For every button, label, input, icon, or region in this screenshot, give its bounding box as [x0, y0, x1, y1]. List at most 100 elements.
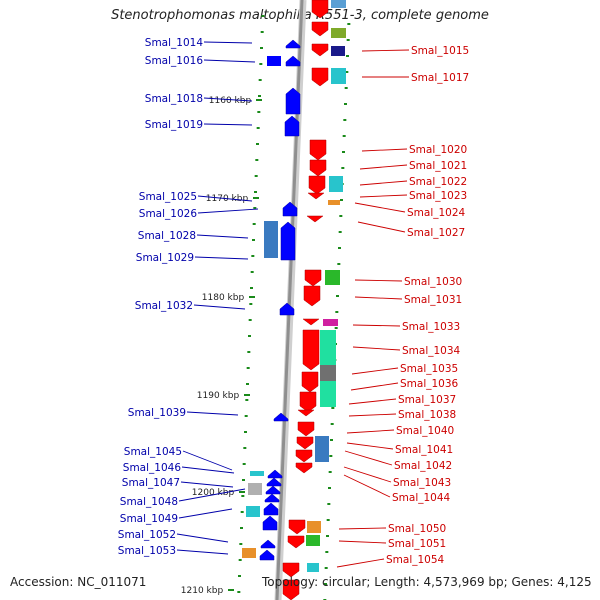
kbp-label: 1200 kbp	[192, 488, 235, 498]
feature-box	[325, 270, 340, 285]
reverse-gene-arrow	[260, 539, 276, 549]
forward-gene-arrow	[299, 391, 317, 413]
forward-gene-arrow	[311, 67, 329, 87]
feature-box	[307, 563, 319, 572]
kbp-label: 1210 kbp	[181, 586, 224, 596]
right-label-leader	[354, 296, 403, 300]
reverse-gene-arrow	[259, 549, 275, 561]
left-gene-label: Smal_1039	[128, 407, 186, 419]
feature-box	[331, 68, 346, 84]
right-label-leader	[352, 346, 401, 351]
reverse-gene-arrow	[266, 477, 282, 487]
feature-box	[328, 200, 340, 205]
left-gene-label: Smal_1028	[138, 230, 196, 242]
feature-box	[320, 330, 336, 365]
feature-box	[331, 28, 346, 38]
feature-box	[329, 176, 343, 192]
right-gene-label: Smal_1041	[395, 444, 453, 456]
right-gene-label: Smal_1034	[402, 345, 461, 357]
feature-box	[323, 319, 338, 326]
feature-box	[331, 46, 345, 56]
forward-gene-arrow	[297, 421, 315, 437]
right-label-leader	[336, 558, 385, 568]
right-label-leader	[352, 324, 401, 327]
right-label-leader	[350, 382, 399, 391]
right-label-leader	[343, 466, 392, 483]
left-label-leader	[186, 411, 239, 416]
right-gene-label: Smal_1043	[393, 477, 451, 489]
reverse-gene-arrow	[267, 469, 283, 479]
right-gene-label: Smal_1037	[398, 394, 456, 406]
right-gene-label: Smal_1022	[409, 176, 467, 188]
left-labels: Smal_1014 Smal_1016 Smal_1018 Smal_1019 Smal…	[118, 37, 259, 557]
left-gene-label: Smal_1046	[123, 462, 182, 474]
left-label-leader	[203, 97, 253, 102]
right-label-leader	[346, 429, 395, 434]
reverse-gene-arrow	[265, 485, 281, 495]
forward-gene-arrow	[288, 519, 306, 535]
right-label-leader	[359, 180, 408, 186]
right-label-leader	[343, 474, 391, 498]
feature-boxes	[242, 0, 346, 572]
right-label-leader	[351, 367, 399, 375]
right-label-leader	[354, 202, 406, 213]
right-label-leader	[354, 279, 403, 282]
reverse-gene-arrow	[282, 201, 298, 217]
right-label-leader	[338, 540, 387, 544]
right-label-leader	[359, 164, 408, 170]
forward-gene-arrow	[311, 43, 329, 57]
forward-gene-arrow	[282, 562, 300, 578]
right-label-leader	[346, 442, 394, 450]
right-gene-label: Smal_1054	[386, 554, 445, 566]
right-label-leader	[361, 148, 408, 152]
feature-box	[242, 548, 256, 558]
right-gene-label: Smal_1024	[407, 207, 466, 219]
left-label-leader	[178, 488, 246, 502]
feature-box	[250, 471, 264, 476]
right-gene-label: Smal_1023	[409, 190, 467, 202]
reverse-gene-arrow	[280, 221, 296, 261]
kbp-label: 1190 kbp	[197, 391, 240, 401]
left-gene-label: Smal_1048	[120, 496, 178, 508]
reverse-gene-arrow	[263, 502, 279, 516]
right-gene-label: Smal_1044	[392, 492, 451, 504]
feature-box	[307, 521, 321, 533]
forward-gene-arrow	[306, 215, 324, 223]
left-gene-label: Smal_1026	[139, 208, 198, 220]
right-gene-label: Smal_1017	[411, 72, 469, 84]
backbone	[275, 0, 304, 600]
right-gene-label: Smal_1050	[388, 523, 446, 535]
forward-gene-arrow	[307, 192, 325, 200]
right-label-leader	[344, 450, 393, 466]
forward-gene-arrow	[311, 21, 329, 37]
feature-box	[315, 436, 329, 462]
forward-gene-arrow	[287, 535, 305, 549]
right-gene-label: Smal_1040	[396, 425, 454, 437]
left-label-leader	[182, 450, 233, 471]
left-label-leader	[180, 481, 234, 488]
left-label-leader	[203, 123, 253, 126]
right-gene-label: Smal_1051	[388, 538, 446, 550]
right-label-leader	[338, 527, 387, 530]
reverse-gene-arrow	[264, 493, 280, 503]
left-gene-label: Smal_1032	[135, 300, 193, 312]
left-gene-label: Smal_1014	[145, 37, 204, 49]
forward-gene-arrow	[308, 175, 326, 195]
left-gene-label: Smal_1016	[145, 55, 204, 67]
left-label-leader	[197, 208, 259, 214]
right-gene-label: Smal_1020	[409, 144, 467, 156]
forward-gene-arrow	[295, 449, 313, 463]
right-label-leader	[361, 49, 410, 52]
right-label-leader	[348, 413, 397, 417]
right-gene-label: Smal_1015	[411, 45, 469, 57]
left-gene-label: Smal_1018	[145, 93, 203, 105]
right-label-leader	[357, 221, 406, 233]
right-gene-label: Smal_1033	[402, 321, 460, 333]
left-gene-label: Smal_1029	[136, 252, 194, 264]
left-gene-label: Smal_1025	[139, 191, 197, 203]
feature-box	[264, 221, 278, 258]
right-gene-label: Smal_1030	[404, 276, 462, 288]
